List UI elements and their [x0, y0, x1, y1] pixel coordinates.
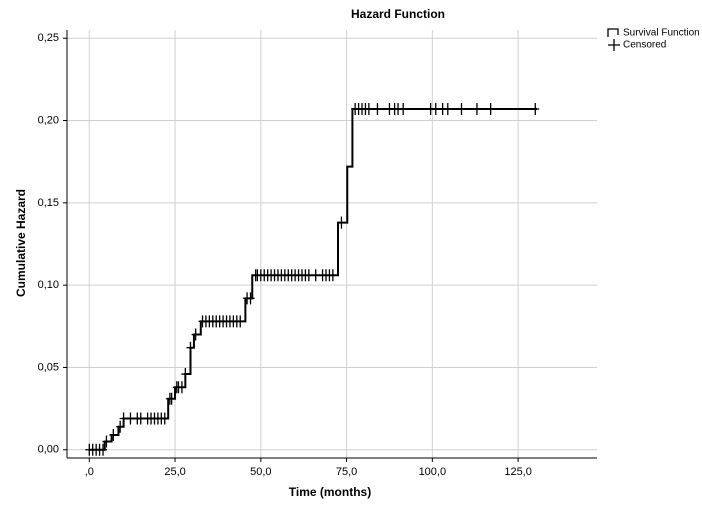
- legend-icon: [608, 39, 620, 51]
- censored-mark: [246, 292, 255, 305]
- legend-icon: [607, 28, 619, 37]
- censored-mark: [109, 428, 118, 441]
- censored-mark: [191, 328, 200, 341]
- legend-label: Censored: [623, 40, 666, 51]
- step-line: [89, 108, 537, 451]
- y-tick-label: 0,05: [38, 361, 59, 373]
- y-tick-label: 0,25: [38, 32, 59, 44]
- y-tick-label: 0,10: [38, 279, 59, 291]
- censored-mark: [337, 216, 346, 229]
- censored-mark: [328, 269, 337, 282]
- censored-mark: [431, 103, 440, 116]
- censored-mark: [236, 315, 245, 328]
- censored-mark: [119, 412, 128, 425]
- censored-mark: [399, 103, 408, 116]
- censored-mark: [364, 103, 373, 116]
- censored-mark: [373, 103, 382, 116]
- censored-mark: [102, 435, 111, 448]
- y-tick-label: 0,20: [38, 114, 59, 126]
- censored-mark: [531, 103, 540, 116]
- x-axis-label: Time (months): [289, 485, 371, 499]
- censored-mark: [181, 368, 190, 381]
- censored-mark: [443, 103, 452, 116]
- censored-mark: [472, 103, 481, 116]
- censored-mark: [457, 103, 466, 116]
- y-tick-label: 0,15: [38, 197, 59, 209]
- x-tick-label: 50,0: [250, 466, 271, 478]
- censored-mark: [116, 420, 125, 433]
- chart-title: Hazard Function: [351, 7, 445, 21]
- censored-mark: [311, 269, 320, 282]
- legend-label: Survival Function: [623, 28, 700, 39]
- censored-mark: [177, 381, 186, 394]
- censored-mark: [126, 412, 135, 425]
- x-tick-label: 25,0: [164, 466, 185, 478]
- censored-mark: [160, 412, 169, 425]
- x-tick-label: ,0: [85, 466, 94, 478]
- y-axis-label: Cumulative Hazard: [14, 189, 28, 297]
- censored-mark: [167, 392, 176, 405]
- censored-mark: [304, 269, 313, 282]
- censored-mark: [486, 103, 495, 116]
- x-tick-label: 75,0: [336, 466, 357, 478]
- y-tick-label: 0,00: [38, 444, 59, 456]
- censored-mark: [136, 412, 145, 425]
- x-tick-label: 100,0: [419, 466, 447, 478]
- x-tick-label: 125,0: [504, 466, 532, 478]
- censored-mark: [186, 341, 195, 354]
- censored-mark: [99, 443, 108, 456]
